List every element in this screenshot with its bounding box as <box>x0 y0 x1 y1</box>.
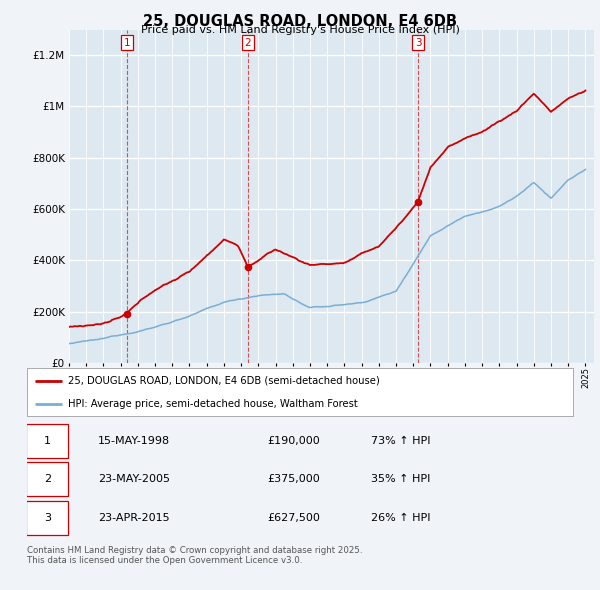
Text: 3: 3 <box>44 513 51 523</box>
Text: Price paid vs. HM Land Registry's House Price Index (HPI): Price paid vs. HM Land Registry's House … <box>140 25 460 35</box>
Text: 23-APR-2015: 23-APR-2015 <box>98 513 170 523</box>
Text: Contains HM Land Registry data © Crown copyright and database right 2025.
This d: Contains HM Land Registry data © Crown c… <box>27 546 362 565</box>
Text: 25, DOUGLAS ROAD, LONDON, E4 6DB (semi-detached house): 25, DOUGLAS ROAD, LONDON, E4 6DB (semi-d… <box>68 376 380 386</box>
FancyBboxPatch shape <box>26 501 68 535</box>
Text: 25, DOUGLAS ROAD, LONDON, E4 6DB: 25, DOUGLAS ROAD, LONDON, E4 6DB <box>143 14 457 28</box>
Text: 15-MAY-1998: 15-MAY-1998 <box>98 435 170 445</box>
Text: 73% ↑ HPI: 73% ↑ HPI <box>371 435 430 445</box>
Text: £375,000: £375,000 <box>267 474 320 484</box>
Text: 26% ↑ HPI: 26% ↑ HPI <box>371 513 430 523</box>
Text: 35% ↑ HPI: 35% ↑ HPI <box>371 474 430 484</box>
Text: 1: 1 <box>124 38 130 48</box>
Text: £627,500: £627,500 <box>267 513 320 523</box>
FancyBboxPatch shape <box>26 424 68 458</box>
Text: 2: 2 <box>44 474 51 484</box>
Text: 1: 1 <box>44 435 51 445</box>
Text: 23-MAY-2005: 23-MAY-2005 <box>98 474 170 484</box>
Text: 3: 3 <box>415 38 422 48</box>
Text: £190,000: £190,000 <box>267 435 320 445</box>
Text: HPI: Average price, semi-detached house, Waltham Forest: HPI: Average price, semi-detached house,… <box>68 399 358 409</box>
FancyBboxPatch shape <box>26 463 68 496</box>
Text: 2: 2 <box>244 38 251 48</box>
